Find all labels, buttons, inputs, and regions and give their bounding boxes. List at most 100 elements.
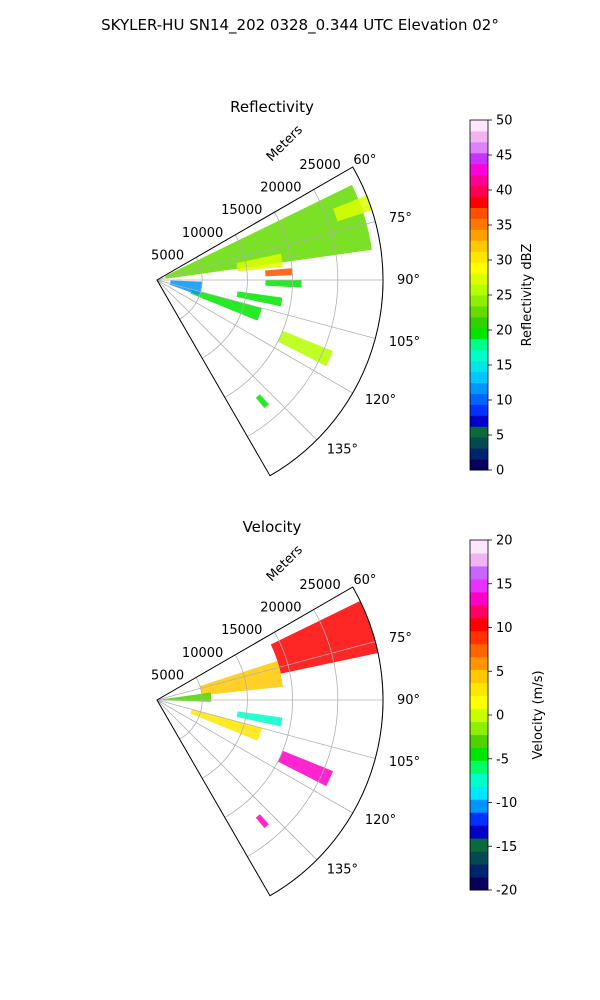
reflectivity-range-tick-label: 5000 xyxy=(151,248,184,263)
reflectivity-colorbar-swatch xyxy=(470,130,488,143)
reflectivity-colorbar-tick-label: 0 xyxy=(496,464,504,479)
reflectivity-colorbar-swatch xyxy=(470,284,488,296)
velocity-colorbar-tick-label: -20 xyxy=(496,884,517,899)
velocity-colorbar-tick-label: 15 xyxy=(496,577,513,592)
velocity-colorbar-swatch xyxy=(470,825,488,839)
reflectivity-colorbar-swatch xyxy=(470,338,488,351)
reflectivity-colorbar-swatch xyxy=(470,404,488,416)
reflectivity-colorbar-swatch xyxy=(470,448,488,460)
reflectivity-colorbar-tick-label: 40 xyxy=(496,184,513,199)
reflectivity-colorbar-swatch xyxy=(470,273,488,285)
velocity-sector-frame xyxy=(156,586,384,897)
reflectivity-echo-region xyxy=(255,394,269,409)
reflectivity-colorbar-swatch xyxy=(470,251,488,263)
reflectivity-colorbar-swatch xyxy=(470,382,488,394)
reflectivity-colorbar-swatch xyxy=(470,174,488,187)
velocity-colorbar-swatch xyxy=(470,721,488,735)
velocity-angle-tick-label: 135° xyxy=(327,863,358,878)
velocity-colorbar: -20 -15 -10 -5 0 5 10 15 20 xyxy=(469,534,517,899)
reflectivity-echo-region xyxy=(165,184,372,279)
reflectivity-colorbar-tick-label: 45 xyxy=(496,149,513,164)
velocity-colorbar-swatch xyxy=(470,565,488,580)
velocity-colorbar-swatch xyxy=(470,604,488,619)
velocity-colorbar-swatch xyxy=(470,838,488,852)
reflectivity-echo-region xyxy=(190,289,262,321)
velocity-colorbar-swatch xyxy=(470,864,488,878)
velocity-range-ring xyxy=(179,677,203,740)
velocity-plot-area: 60° 75° 90° 105° 120° 135° 5000 10000 15000 20000… xyxy=(151,543,420,897)
reflectivity-colorbar-swatch xyxy=(470,426,488,438)
velocity-colorbar-swatch xyxy=(470,812,488,826)
reflectivity-sector-frame xyxy=(156,166,384,477)
reflectivity-colorbar-swatch xyxy=(470,305,488,318)
velocity-colorbar-swatch xyxy=(470,682,488,697)
reflectivity-angle-tick-label: 75° xyxy=(389,211,412,226)
reflectivity-echo-region xyxy=(333,195,372,222)
velocity-colorbar-swatch xyxy=(470,773,488,787)
velocity-colorbar-swatch xyxy=(470,656,488,671)
velocity-echo-region xyxy=(157,692,212,702)
reflectivity-echo-region xyxy=(265,268,293,277)
velocity-colorbar-swatch xyxy=(470,760,488,774)
velocity-angle-tick-label: 75° xyxy=(389,631,412,646)
velocity-angle-tick-label: 105° xyxy=(389,755,420,770)
reflectivity-colorbar-tick-label: 15 xyxy=(496,359,513,374)
reflectivity-colorbar-swatch xyxy=(470,371,488,383)
reflectivity-colorbar-swatch xyxy=(470,240,488,252)
velocity-colorbar-tick-label: 5 xyxy=(496,665,504,680)
reflectivity-colorbar-swatch xyxy=(470,327,488,340)
velocity-colorbar-tick-label: -5 xyxy=(496,752,509,767)
velocity-range-tick-label: 10000 xyxy=(182,646,223,661)
reflectivity-range-tick-label: 20000 xyxy=(260,181,301,196)
velocity-colorbar-swatch xyxy=(470,877,488,891)
velocity-angle-tick-label: 90° xyxy=(397,693,420,708)
velocity-echo-region xyxy=(190,709,262,741)
velocity-colorbar-tick-label: 20 xyxy=(496,534,513,549)
reflectivity-colorbar-tick-label: 50 xyxy=(496,114,513,129)
velocity-angle-tick-label: 120° xyxy=(365,813,396,828)
velocity-colorbar-swatch xyxy=(470,669,488,684)
reflectivity-angle-tick-label: 60° xyxy=(353,153,376,168)
reflectivity-azimuth-line xyxy=(156,279,318,441)
velocity-azimuth-line xyxy=(156,641,376,701)
velocity-colorbar-tick-label: -15 xyxy=(496,840,517,855)
velocity-echo-region xyxy=(270,600,379,674)
velocity-colorbar-swatch xyxy=(470,851,488,865)
velocity-echo-region xyxy=(277,750,334,787)
reflectivity-azimuth-line xyxy=(156,279,353,394)
reflectivity-colorbar-swatch xyxy=(470,196,488,208)
reflectivity-colorbar-swatch xyxy=(470,360,488,373)
velocity-colorbar-tick-label: 10 xyxy=(496,621,513,636)
reflectivity-colorbar-swatch xyxy=(470,229,488,241)
reflectivity-colorbar-swatch xyxy=(470,459,488,471)
reflectivity-title: Reflectivity xyxy=(230,98,314,116)
velocity-range-tick-label: 20000 xyxy=(260,601,301,616)
reflectivity-colorbar-tick-label: 25 xyxy=(496,289,513,304)
velocity-colorbar-swatch xyxy=(470,591,488,606)
reflectivity-plot-area: 60° 75° 90° 105° 120° 135° 5000 10000 15000 20000… xyxy=(151,123,420,477)
reflectivity-azimuth-line xyxy=(156,279,376,339)
reflectivity-colorbar-swatch xyxy=(470,163,488,176)
velocity-azimuth-line xyxy=(156,699,353,814)
reflectivity-colorbar-swatch xyxy=(470,185,488,198)
velocity-echo-region xyxy=(255,814,269,829)
velocity-colorbar-swatch xyxy=(470,540,488,554)
reflectivity-colorbar-label: Reflectivity dBZ xyxy=(520,244,535,347)
reflectivity-angle-tick-label: 90° xyxy=(397,273,420,288)
velocity-azimuth-line xyxy=(156,699,376,759)
velocity-colorbar-swatch xyxy=(470,695,488,710)
reflectivity-colorbar-swatch xyxy=(470,349,488,362)
reflectivity-range-tick-label: 25000 xyxy=(299,158,340,173)
velocity-title: Velocity xyxy=(243,518,302,536)
reflectivity-colorbar-swatch xyxy=(470,295,488,307)
reflectivity-range-tick-label: 15000 xyxy=(221,203,262,218)
reflectivity-colorbar-swatch xyxy=(470,316,488,329)
reflectivity-colorbar-tick-label: 5 xyxy=(496,429,504,444)
velocity-colorbar-swatch xyxy=(470,578,488,593)
reflectivity-colorbar-swatch xyxy=(470,120,488,132)
reflectivity-colorbar-tick-label: 10 xyxy=(496,394,513,409)
reflectivity-colorbar-swatch xyxy=(470,141,488,154)
reflectivity-angle-tick-label: 135° xyxy=(327,443,358,458)
velocity-colorbar-swatch xyxy=(470,552,488,567)
reflectivity-colorbar-tick-label: 20 xyxy=(496,324,513,339)
